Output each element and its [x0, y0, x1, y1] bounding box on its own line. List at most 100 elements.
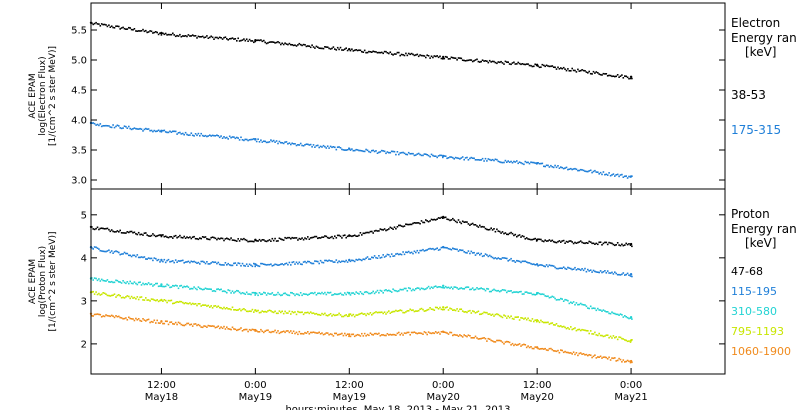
data-point: [189, 236, 191, 238]
data-point: [177, 321, 180, 324]
data-point: [152, 32, 154, 34]
data-point: [459, 57, 461, 59]
data-point: [247, 240, 249, 243]
data-point: [237, 37, 239, 40]
data-point: [166, 34, 168, 36]
data-point: [587, 330, 589, 332]
data-point: [467, 59, 470, 62]
data-point: [100, 23, 103, 25]
data-point: [493, 288, 495, 291]
x-tick-label-time: 12:00: [523, 380, 552, 391]
data-point: [548, 264, 551, 266]
data-point: [476, 311, 478, 313]
data-point: [362, 313, 365, 315]
data-point: [277, 240, 279, 242]
data-point: [473, 224, 475, 226]
data-point: [440, 57, 443, 60]
data-point-marker: [629, 242, 633, 246]
data-point: [275, 293, 278, 296]
x-tick-label-date: May18: [145, 392, 178, 403]
data-point: [344, 48, 346, 50]
data-point: [612, 335, 615, 337]
data-point: [480, 337, 482, 340]
data-point: [560, 349, 562, 351]
data-point: [200, 237, 202, 240]
data-point: [631, 77, 633, 80]
data-point: [191, 261, 194, 263]
data-point: [423, 250, 426, 252]
data-point: [433, 155, 436, 157]
data-point: [450, 286, 453, 288]
data-point: [552, 296, 555, 298]
data-point: [133, 231, 136, 234]
data-point: [315, 294, 318, 296]
data-point: [464, 221, 467, 223]
data-point: [125, 296, 127, 298]
data-point: [523, 343, 525, 346]
data-point: [578, 70, 581, 72]
data-point: [501, 161, 504, 164]
data-point: [426, 220, 428, 222]
data-point: [136, 283, 139, 286]
data-point: [349, 49, 352, 52]
data-point: [228, 264, 231, 266]
data-point: [176, 236, 178, 239]
data-point: [491, 340, 494, 342]
data-point: [275, 312, 278, 315]
data-point: [244, 265, 247, 267]
data-point: [122, 232, 124, 234]
data-point: [132, 318, 134, 320]
data-point: [601, 357, 603, 359]
data-point: [410, 223, 413, 226]
data-point: [403, 54, 406, 57]
data-point: [562, 66, 565, 69]
data-point: [324, 145, 326, 148]
data-point: [591, 356, 593, 359]
data-point: [413, 250, 416, 253]
data-point: [454, 309, 457, 312]
data-point: [143, 299, 146, 301]
data-point-marker: [442, 215, 445, 219]
data-point: [591, 73, 593, 75]
data-point: [440, 216, 443, 219]
data-point: [415, 251, 417, 254]
data-point: [179, 234, 181, 237]
data-point: [422, 333, 424, 335]
data-point: [382, 52, 384, 55]
data-point: [385, 289, 387, 291]
data-point: [342, 334, 345, 337]
data-point: [203, 304, 205, 306]
data-point: [611, 337, 613, 339]
data-point: [230, 328, 232, 331]
data-point: [284, 263, 286, 265]
data-point: [355, 334, 357, 337]
data-point: [406, 223, 409, 226]
data-point: [457, 250, 460, 252]
data-point: [378, 255, 380, 257]
data-point: [538, 238, 541, 241]
data-point: [481, 312, 484, 315]
data-point: [137, 128, 140, 130]
data-point: [272, 330, 275, 333]
data-point: [425, 153, 427, 155]
data-point: [476, 58, 478, 61]
data-point: [304, 331, 306, 334]
data-point: [446, 247, 448, 249]
data-point: [120, 282, 123, 284]
data-point: [298, 330, 301, 333]
data-point: [298, 237, 301, 240]
data-point: [560, 325, 562, 327]
data-point: [572, 328, 575, 330]
data-point: [548, 347, 551, 350]
data-point: [625, 360, 627, 363]
data-point: [280, 294, 282, 297]
data-point: [318, 331, 320, 334]
data-point: [176, 133, 178, 135]
data-point: [325, 46, 328, 48]
data-point: [309, 331, 312, 334]
data-point: [95, 246, 97, 249]
data-point: [427, 220, 430, 223]
data-point: [241, 262, 244, 265]
data-point: [260, 139, 262, 141]
data-point: [230, 136, 232, 139]
